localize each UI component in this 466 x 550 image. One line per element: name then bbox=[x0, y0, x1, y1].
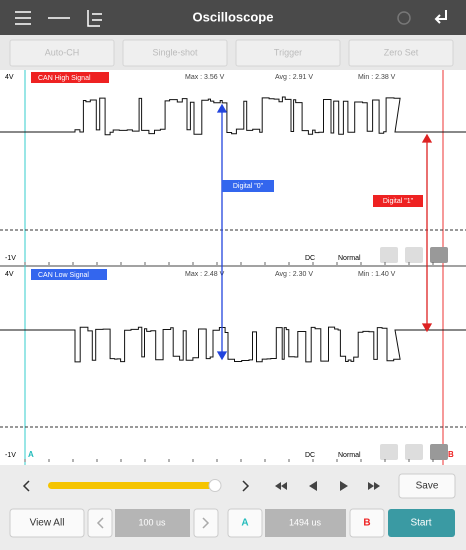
cursor-a-button[interactable] bbox=[227, 508, 263, 538]
coupling: DC bbox=[305, 255, 315, 262]
cursor-a-label: A bbox=[241, 518, 248, 529]
toolbar-button[interactable] bbox=[235, 39, 341, 67]
view-all-button[interactable] bbox=[9, 508, 85, 538]
channel-tag bbox=[31, 269, 107, 280]
cursor-a-tag: A bbox=[28, 450, 34, 459]
toolbar-button[interactable] bbox=[9, 39, 115, 67]
time-div: 100 us bbox=[138, 517, 166, 527]
cursor-b-tag: B bbox=[448, 450, 454, 459]
plot-area bbox=[0, 70, 466, 465]
stat-avg: Avg : 2.91 V bbox=[275, 74, 313, 81]
annotation-box bbox=[222, 180, 274, 192]
time-inc[interactable] bbox=[193, 508, 219, 538]
time-dec[interactable] bbox=[87, 508, 113, 538]
toolbar-button[interactable] bbox=[122, 39, 228, 67]
toolbar-label: Zero Set bbox=[384, 47, 419, 57]
next-icon[interactable] bbox=[242, 480, 250, 492]
cursor-delta-box bbox=[265, 509, 346, 537]
stat-min: Min : 2.38 V bbox=[358, 74, 396, 81]
stat-min: Min : 1.40 V bbox=[358, 271, 396, 278]
transport-icons[interactable] bbox=[275, 481, 380, 491]
time-dec-icon bbox=[96, 517, 104, 529]
coupling: DC bbox=[305, 452, 315, 459]
y-bottom-label: -1V bbox=[5, 452, 16, 459]
prev-icon[interactable] bbox=[22, 480, 30, 492]
waveform bbox=[0, 96, 466, 136]
stat-max: Max : 2.48 V bbox=[185, 271, 225, 278]
title: Oscilloscope bbox=[193, 9, 274, 24]
refresh-icon[interactable] bbox=[397, 11, 411, 25]
channel-name: CAN Low Signal bbox=[38, 272, 89, 279]
annotation: Digital "1" bbox=[383, 198, 414, 205]
panel-button[interactable] bbox=[380, 247, 398, 263]
toolbar-label: Single-shot bbox=[152, 47, 198, 57]
trigger-mode: Normal bbox=[338, 452, 361, 459]
stat-avg: Avg : 2.30 V bbox=[275, 271, 313, 278]
waveform bbox=[0, 326, 466, 363]
time-inc-icon bbox=[202, 517, 210, 529]
panel-button[interactable] bbox=[405, 247, 423, 263]
annotation: Digital "0" bbox=[233, 183, 264, 190]
header-bar bbox=[0, 0, 466, 35]
save-button[interactable] bbox=[398, 473, 456, 499]
cursor-delta: 1494 us bbox=[289, 517, 322, 527]
y-bottom-label: -1V bbox=[5, 255, 16, 262]
slider[interactable] bbox=[48, 482, 220, 489]
channel-tag bbox=[31, 72, 109, 83]
view-all-label: View All bbox=[30, 518, 65, 529]
cursor-b-button[interactable] bbox=[349, 508, 385, 538]
cursor-b-label: B bbox=[363, 518, 370, 529]
toolbar-button[interactable] bbox=[348, 39, 454, 67]
panel-button[interactable] bbox=[430, 247, 448, 263]
toolbar-label: Trigger bbox=[274, 47, 302, 57]
stat-max: Max : 3.56 V bbox=[185, 74, 225, 81]
annotation-box bbox=[373, 195, 423, 207]
start-button[interactable] bbox=[388, 509, 455, 537]
menu-icons[interactable] bbox=[15, 10, 102, 27]
save-label: Save bbox=[416, 481, 439, 492]
panel-button[interactable] bbox=[430, 444, 448, 460]
trigger-mode: Normal bbox=[338, 255, 361, 262]
y-top-label: 4V bbox=[5, 271, 14, 278]
slider-knob[interactable] bbox=[208, 479, 222, 492]
time-div-box bbox=[115, 509, 190, 537]
panel-button[interactable] bbox=[405, 444, 423, 460]
y-top-label: 4V bbox=[5, 74, 14, 81]
digital0-arrow bbox=[216, 103, 228, 361]
toolbar-label: Auto-CH bbox=[45, 47, 80, 57]
start-label: Start bbox=[410, 518, 431, 529]
panel-button[interactable] bbox=[380, 444, 398, 460]
digital1-arrow bbox=[421, 133, 433, 333]
channel-name: CAN High Signal bbox=[38, 75, 91, 82]
back-icon[interactable] bbox=[434, 10, 447, 24]
